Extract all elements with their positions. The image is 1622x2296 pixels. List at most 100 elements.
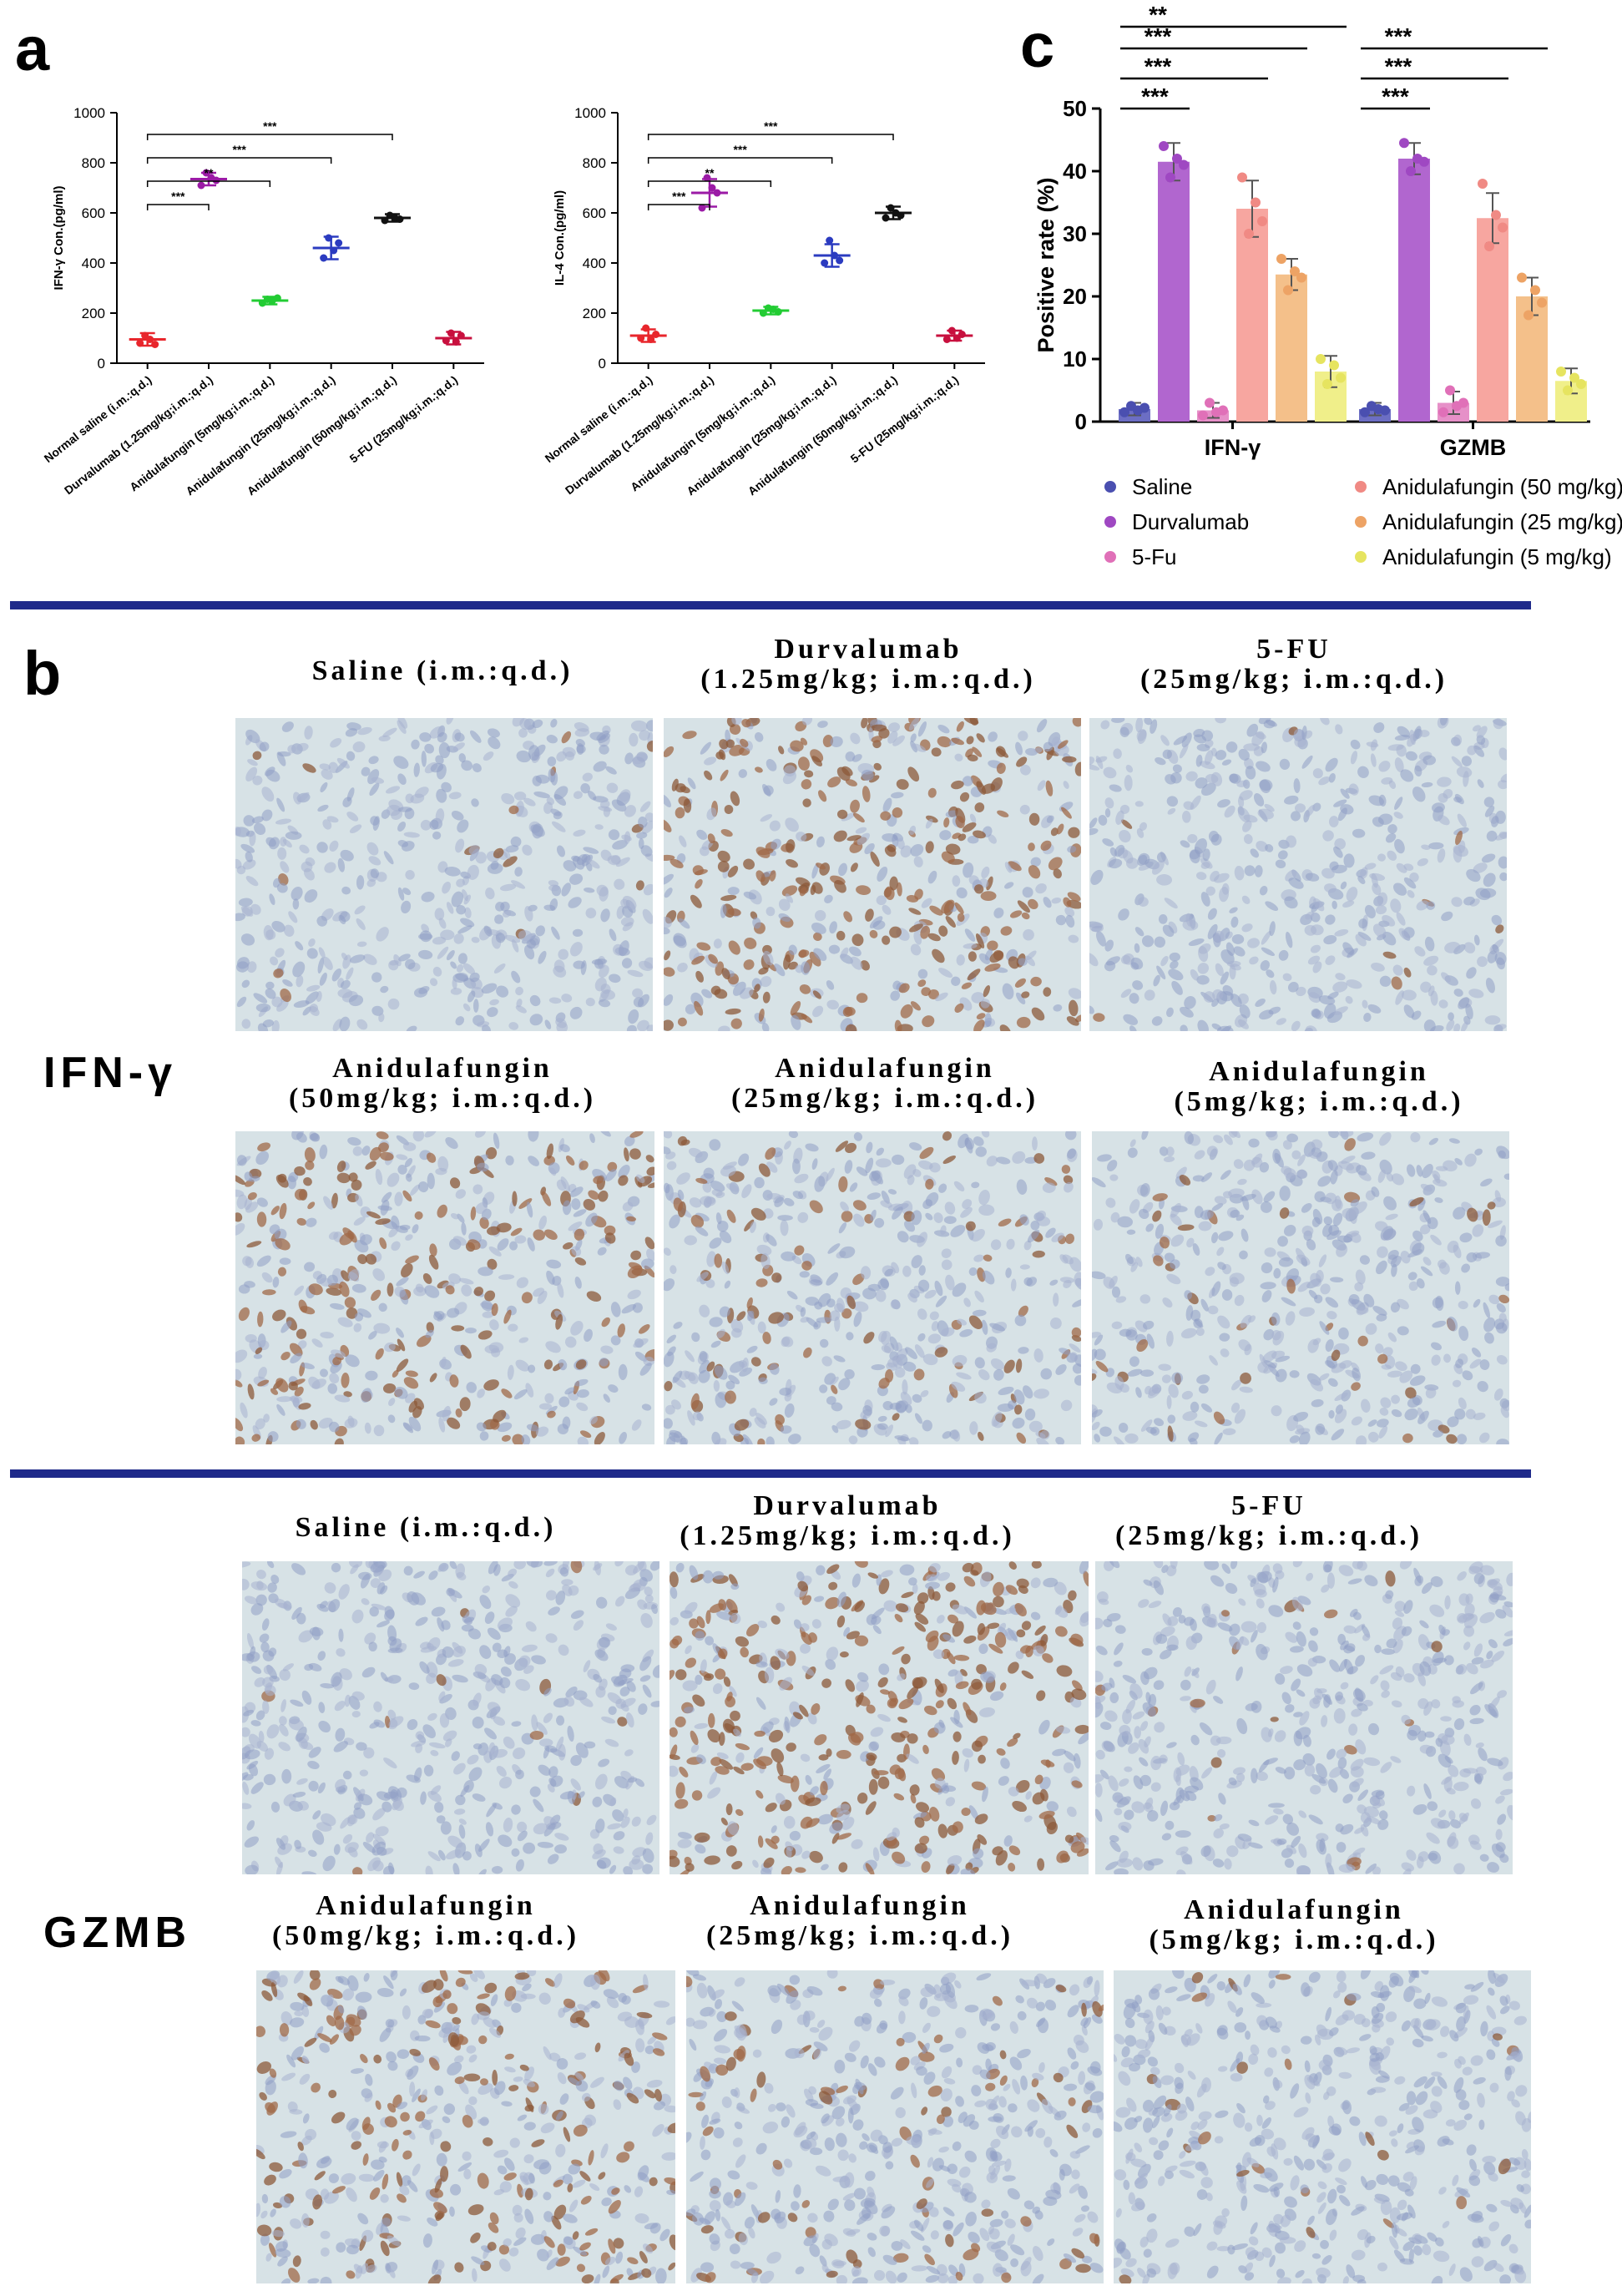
cell-nucleus: [1305, 1025, 1317, 1031]
cell-nucleus: [372, 816, 380, 831]
cell-nucleus: [947, 1614, 959, 1624]
cell-nucleus: [1126, 1229, 1136, 1235]
cell-nucleus: [1028, 1420, 1043, 1433]
cell-nucleus: [1184, 1290, 1193, 1300]
cell-nucleus: [714, 1253, 723, 1268]
cell-nucleus: [579, 1697, 594, 1707]
cell-nucleus: [1336, 1842, 1347, 1853]
cell-nucleus: [1028, 865, 1041, 879]
cell-nucleus: [755, 870, 766, 882]
cell-nucleus: [526, 1561, 543, 1568]
cell-nucleus: [881, 1190, 890, 1204]
cell-nucleus: [744, 1219, 755, 1231]
cell-nucleus: [952, 1621, 964, 1637]
cell-nucleus: [1194, 838, 1207, 854]
cell-nucleus: [836, 1833, 851, 1840]
cell-nucleus: [406, 1025, 417, 1031]
cell-nucleus: [442, 1730, 457, 1742]
cell-nucleus: [561, 1579, 574, 1586]
cell-nucleus: [1261, 947, 1276, 956]
cell-nucleus: [585, 997, 595, 1007]
cell-nucleus: [563, 1696, 575, 1707]
cell-nucleus: [1120, 989, 1132, 999]
cell-nucleus: [1129, 1682, 1143, 1699]
cell-nucleus: [1284, 1767, 1296, 1780]
cell-nucleus: [701, 989, 713, 999]
cell-nucleus: [1195, 872, 1207, 880]
cell-nucleus: [1233, 946, 1246, 957]
cell-nucleus: [730, 1583, 740, 1591]
cell-nucleus: [1465, 1003, 1473, 1019]
cell-nucleus: [939, 830, 952, 841]
cell-nucleus: [1271, 1405, 1282, 1417]
cell-nucleus: [523, 797, 536, 807]
cell-nucleus: [257, 1311, 264, 1328]
cell-nucleus: [235, 858, 242, 869]
cell-nucleus: [961, 982, 973, 989]
cell-nucleus: [801, 718, 813, 726]
cell-nucleus: [861, 769, 874, 781]
cell-nucleus: [1444, 941, 1461, 953]
cell-nucleus: [778, 898, 791, 911]
cell-nucleus: [575, 1359, 587, 1370]
cell-nucleus: [646, 741, 653, 752]
data-point: [335, 239, 343, 247]
cell-nucleus: [1160, 735, 1170, 746]
cell-nucleus: [600, 1345, 614, 1354]
legend-marker: [1104, 551, 1116, 563]
cell-nucleus: [512, 939, 519, 953]
cell-nucleus: [1054, 1581, 1067, 1596]
cell-nucleus: [821, 1356, 832, 1367]
cell-nucleus: [396, 1154, 408, 1161]
cell-nucleus: [1018, 1347, 1029, 1354]
cell-nucleus: [834, 1316, 841, 1332]
cell-nucleus: [1049, 1317, 1062, 1329]
cell-nucleus: [345, 1354, 360, 1368]
cell-nucleus: [327, 1383, 338, 1394]
cell-nucleus: [304, 726, 313, 740]
cell-nucleus: [1495, 924, 1504, 934]
cell-nucleus: [911, 1255, 922, 1268]
cell-nucleus: [639, 1569, 653, 1582]
cell-nucleus: [910, 943, 922, 956]
cell-nucleus: [642, 1684, 652, 1698]
cell-nucleus: [1059, 1277, 1075, 1283]
cell-nucleus: [272, 877, 280, 888]
cell-nucleus: [672, 1370, 683, 1383]
cell-nucleus: [515, 1679, 531, 1692]
cell-nucleus: [962, 1747, 973, 1758]
cell-nucleus: [912, 743, 927, 752]
data-point: [1205, 397, 1215, 408]
cell-nucleus: [574, 1276, 582, 1289]
cell-nucleus: [311, 1338, 323, 1348]
cell-nucleus: [954, 753, 963, 761]
cell-nucleus: [954, 1003, 964, 1013]
cell-nucleus: [997, 1622, 1007, 1634]
cell-nucleus: [242, 1727, 250, 1737]
cell-nucleus: [1477, 956, 1488, 968]
cell-nucleus: [1417, 1410, 1429, 1424]
cell-nucleus: [1390, 1255, 1402, 1267]
cell-nucleus: [1097, 1154, 1112, 1162]
cell-nucleus: [1035, 882, 1047, 894]
cell-nucleus: [917, 979, 927, 988]
cell-nucleus: [937, 1615, 945, 1624]
cell-nucleus: [1453, 1023, 1461, 1031]
data-point: [887, 204, 895, 212]
cell-nucleus: [1338, 1864, 1356, 1874]
cell-nucleus: [919, 1146, 934, 1160]
data-point: [1119, 407, 1129, 417]
cell-nucleus: [1089, 817, 1098, 829]
cell-nucleus: [1476, 1766, 1487, 1776]
cell-nucleus: [387, 1172, 400, 1187]
cell-nucleus: [941, 1248, 952, 1258]
cell-nucleus: [934, 1347, 948, 1358]
cell-nucleus: [1113, 748, 1122, 760]
ihc-image-gzmb-5fu: [1095, 1561, 1513, 1874]
cell-nucleus: [664, 950, 671, 961]
cell-nucleus: [1395, 1361, 1407, 1372]
cell-nucleus: [1015, 1651, 1024, 1660]
cell-nucleus: [1158, 1363, 1172, 1371]
cell-nucleus: [667, 1346, 676, 1357]
cell-nucleus: [236, 1194, 248, 1210]
